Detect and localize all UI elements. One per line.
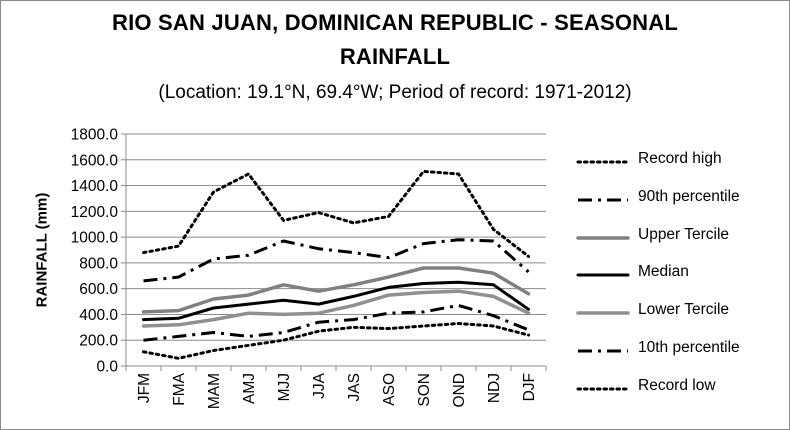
series-line-10th-percentile <box>143 303 530 342</box>
y-tick-label: 800.0 <box>79 255 118 272</box>
y-tick-label: 1800.0 <box>71 127 119 144</box>
legend-swatch <box>576 311 630 315</box>
legend-label: 90th percentile <box>638 187 740 205</box>
y-tick-label: 1600.0 <box>71 152 119 169</box>
x-tick-label: MJJ <box>276 373 293 401</box>
legend-label: Record high <box>638 150 722 167</box>
legend-item-upper-tercile: Upper Tercile <box>574 224 784 262</box>
y-tick-label: 1400.0 <box>71 178 119 195</box>
legend-item-record-low: Record low <box>574 375 784 413</box>
chart-title-line1: RIO SAN JUAN, DOMINICAN REPUBLIC - SEASO… <box>112 10 678 35</box>
x-tick-label: DJF <box>521 373 538 401</box>
y-tick-label: 1200.0 <box>71 204 119 221</box>
series-line-lower-tercile <box>141 289 531 328</box>
legend-item-90th-percentile: 90th percentile <box>574 186 784 224</box>
legend-label: Record low <box>638 376 716 394</box>
y-tick-label: 600.0 <box>79 281 118 298</box>
y-tick-label: 400.0 <box>79 307 118 324</box>
x-tick-label: AMJ <box>241 373 258 404</box>
chart-subtitle: (Location: 19.1°N, 69.4°W; Period of rec… <box>158 82 632 103</box>
legend-item-median: Median <box>574 261 784 299</box>
legend-label: Upper Tercile <box>638 225 730 243</box>
legend-label: 10th percentile <box>638 338 740 356</box>
y-tick-label: 200.0 <box>79 333 118 350</box>
x-tick-label: JAS <box>346 373 363 401</box>
x-tick-label: OND <box>451 373 468 407</box>
x-tick-label: ASO <box>381 373 398 406</box>
x-tick-label: MAM <box>206 373 223 409</box>
chart-legend: Record high 90th percentile Upper Tercile M… <box>574 148 784 413</box>
y-tick-label: 0.0 <box>96 359 118 376</box>
legend-label: Lower Tercile <box>638 301 730 319</box>
x-tick-label: JFM <box>136 373 153 403</box>
x-tick-label: FMA <box>171 372 188 405</box>
legend-swatch <box>576 387 630 391</box>
legend-item-lower-tercile: Lower Tercile <box>574 299 784 337</box>
series-line-median <box>142 280 530 322</box>
x-tick-label: NDJ <box>486 373 503 403</box>
legend-swatch <box>578 349 628 353</box>
y-tick-label: 1000.0 <box>71 230 119 247</box>
legend-swatch <box>576 235 630 240</box>
legend-swatch <box>578 198 628 202</box>
legend-item-record-high: Record high <box>574 148 784 186</box>
x-tick-label: SON <box>416 373 433 407</box>
legend-item-10th-percentile: 10th percentile <box>574 337 784 375</box>
legend-swatch <box>576 160 630 164</box>
x-tick-label: JJA <box>311 372 328 399</box>
series-line-record-high <box>142 169 530 258</box>
series-line-90th-percentile <box>143 238 530 283</box>
legend-swatch <box>576 273 630 277</box>
legend-label: Median <box>638 263 689 281</box>
series-line-record-low <box>142 322 530 360</box>
chart-title-line2: RAINFALL <box>339 44 451 69</box>
series-line-upper-tercile <box>141 266 531 314</box>
